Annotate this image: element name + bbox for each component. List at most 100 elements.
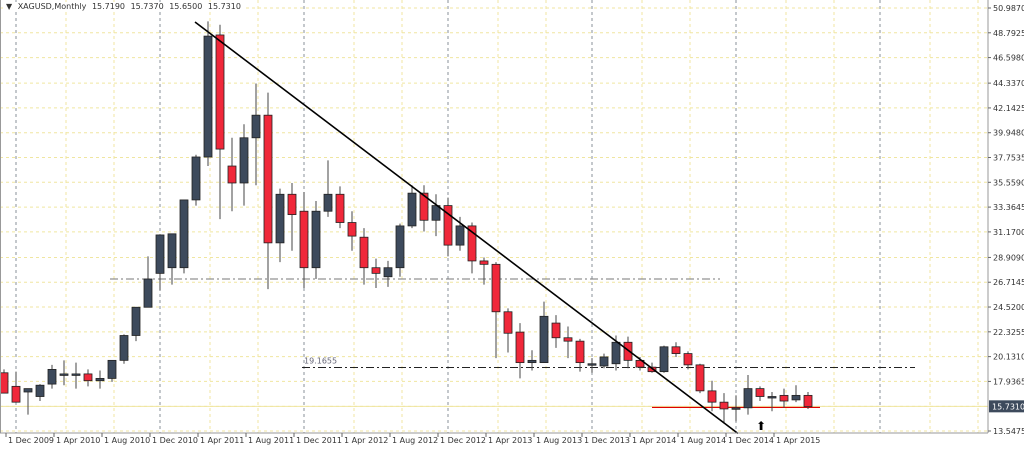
bull-candle[interactable] — [155, 234, 165, 274]
bear-candle[interactable] — [779, 394, 789, 402]
bear-candle[interactable] — [0, 372, 9, 394]
bull-candle[interactable] — [383, 267, 393, 278]
bear-candle[interactable] — [11, 385, 21, 403]
bull-candle[interactable] — [311, 210, 321, 269]
bull-candle[interactable] — [59, 373, 69, 376]
bull-candle[interactable] — [23, 388, 33, 393]
bear-candle[interactable] — [635, 359, 645, 368]
bear-candle[interactable] — [299, 210, 309, 269]
bear-candle[interactable] — [443, 205, 453, 246]
price-label: 20.1310 — [993, 353, 1024, 362]
price-label: 35.5590 — [993, 178, 1024, 187]
bull-candle[interactable] — [587, 363, 597, 366]
time-label: 1 Dec 2012 — [440, 436, 486, 445]
bull-candle[interactable] — [95, 378, 105, 382]
price-label: 44.3370 — [993, 79, 1024, 88]
bear-candle[interactable] — [563, 337, 573, 342]
time-label: 1 Dec 2011 — [296, 436, 342, 445]
bear-candle[interactable] — [419, 192, 429, 221]
bull-candle[interactable] — [323, 193, 333, 212]
time-label: 1 Aug 2013 — [536, 436, 582, 445]
bull-candle[interactable] — [203, 35, 213, 158]
bull-candle[interactable] — [455, 225, 465, 246]
bull-candle[interactable] — [191, 156, 201, 201]
bull-candle[interactable] — [599, 356, 609, 367]
collapse-triangle-icon[interactable]: ▼ — [6, 2, 13, 11]
price-label: 24.5200 — [993, 303, 1024, 312]
bull-candle[interactable] — [395, 225, 405, 269]
bull-candle[interactable] — [239, 137, 249, 184]
price-label: 13.5475 — [993, 427, 1024, 436]
bear-candle[interactable] — [491, 263, 501, 313]
bear-candle[interactable] — [263, 114, 273, 244]
bull-candle[interactable] — [527, 359, 537, 364]
bull-candle[interactable] — [731, 407, 741, 410]
price-label: 26.7145 — [993, 278, 1024, 287]
bear-candle[interactable] — [755, 388, 765, 397]
bear-candle[interactable] — [683, 353, 693, 366]
price-label: 31.1700 — [993, 228, 1024, 237]
price-label: 22.3255 — [993, 328, 1024, 337]
bull-candle[interactable] — [539, 315, 549, 364]
time-label: 1 Dec 2013 — [584, 436, 630, 445]
price-label: 28.9090 — [993, 253, 1024, 262]
bear-candle[interactable] — [347, 222, 357, 237]
price-label: 42.1425 — [993, 104, 1024, 113]
bear-candle[interactable] — [335, 193, 345, 223]
bull-candle[interactable] — [407, 192, 417, 227]
bear-candle[interactable] — [515, 331, 525, 364]
bear-candle[interactable] — [803, 394, 813, 408]
bull-candle[interactable] — [179, 199, 189, 269]
bull-candle[interactable] — [119, 335, 129, 361]
bear-candle[interactable] — [695, 364, 705, 392]
bear-candle[interactable] — [359, 236, 369, 269]
bear-candle[interactable] — [503, 311, 513, 334]
bull-candle[interactable] — [659, 346, 669, 373]
high-value: 15.7370 — [130, 2, 164, 11]
time-label: 1 Aug 2014 — [680, 436, 726, 445]
bear-candle[interactable] — [287, 193, 297, 216]
bull-candle[interactable] — [251, 114, 261, 139]
current-price-badge — [989, 400, 1024, 413]
time-label: 1 Apr 2012 — [344, 436, 388, 445]
bear-candle[interactable] — [467, 225, 477, 262]
bear-candle[interactable] — [227, 165, 237, 184]
bull-candle[interactable] — [131, 306, 141, 336]
bear-candle[interactable] — [215, 34, 225, 150]
bear-candle[interactable] — [671, 346, 681, 354]
bull-candle[interactable] — [275, 193, 285, 244]
bull-candle[interactable] — [611, 341, 621, 365]
bear-candle[interactable] — [719, 401, 729, 410]
bull-candle[interactable] — [107, 359, 117, 379]
bear-candle[interactable] — [83, 373, 93, 382]
bull-candle[interactable] — [791, 394, 801, 401]
bear-candle[interactable] — [707, 390, 717, 403]
bull-candle[interactable] — [143, 278, 153, 308]
level-label: 19.1655 — [304, 357, 337, 366]
bear-candle[interactable] — [623, 341, 633, 361]
bull-candle[interactable] — [47, 368, 57, 385]
bear-candle[interactable] — [575, 340, 585, 364]
price-label: 33.3645 — [993, 203, 1024, 212]
bull-candle[interactable] — [743, 388, 753, 409]
time-label: 1 Aug 2010 — [104, 436, 150, 445]
bear-candle[interactable] — [647, 366, 657, 373]
time-label: 1 Apr 2010 — [56, 436, 100, 445]
bull-candle[interactable] — [767, 396, 777, 399]
bull-candle[interactable] — [71, 373, 81, 376]
price-label: 48.7925 — [993, 29, 1024, 38]
bear-candle[interactable] — [371, 267, 381, 274]
time-label: 1 Apr 2013 — [488, 436, 532, 445]
close-value: 15.7310 — [207, 2, 241, 11]
bear-candle[interactable] — [479, 260, 489, 265]
time-label: 1 Aug 2011 — [248, 436, 294, 445]
open-value: 15.7190 — [91, 2, 126, 11]
bear-candle[interactable] — [551, 322, 561, 339]
symbol-label: XAGUSD,Monthly — [17, 2, 87, 11]
low-value: 15.6500 — [169, 2, 203, 11]
time-label: 1 Aug 2012 — [392, 436, 438, 445]
bull-candle[interactable] — [167, 233, 177, 269]
bull-candle[interactable] — [35, 384, 45, 397]
